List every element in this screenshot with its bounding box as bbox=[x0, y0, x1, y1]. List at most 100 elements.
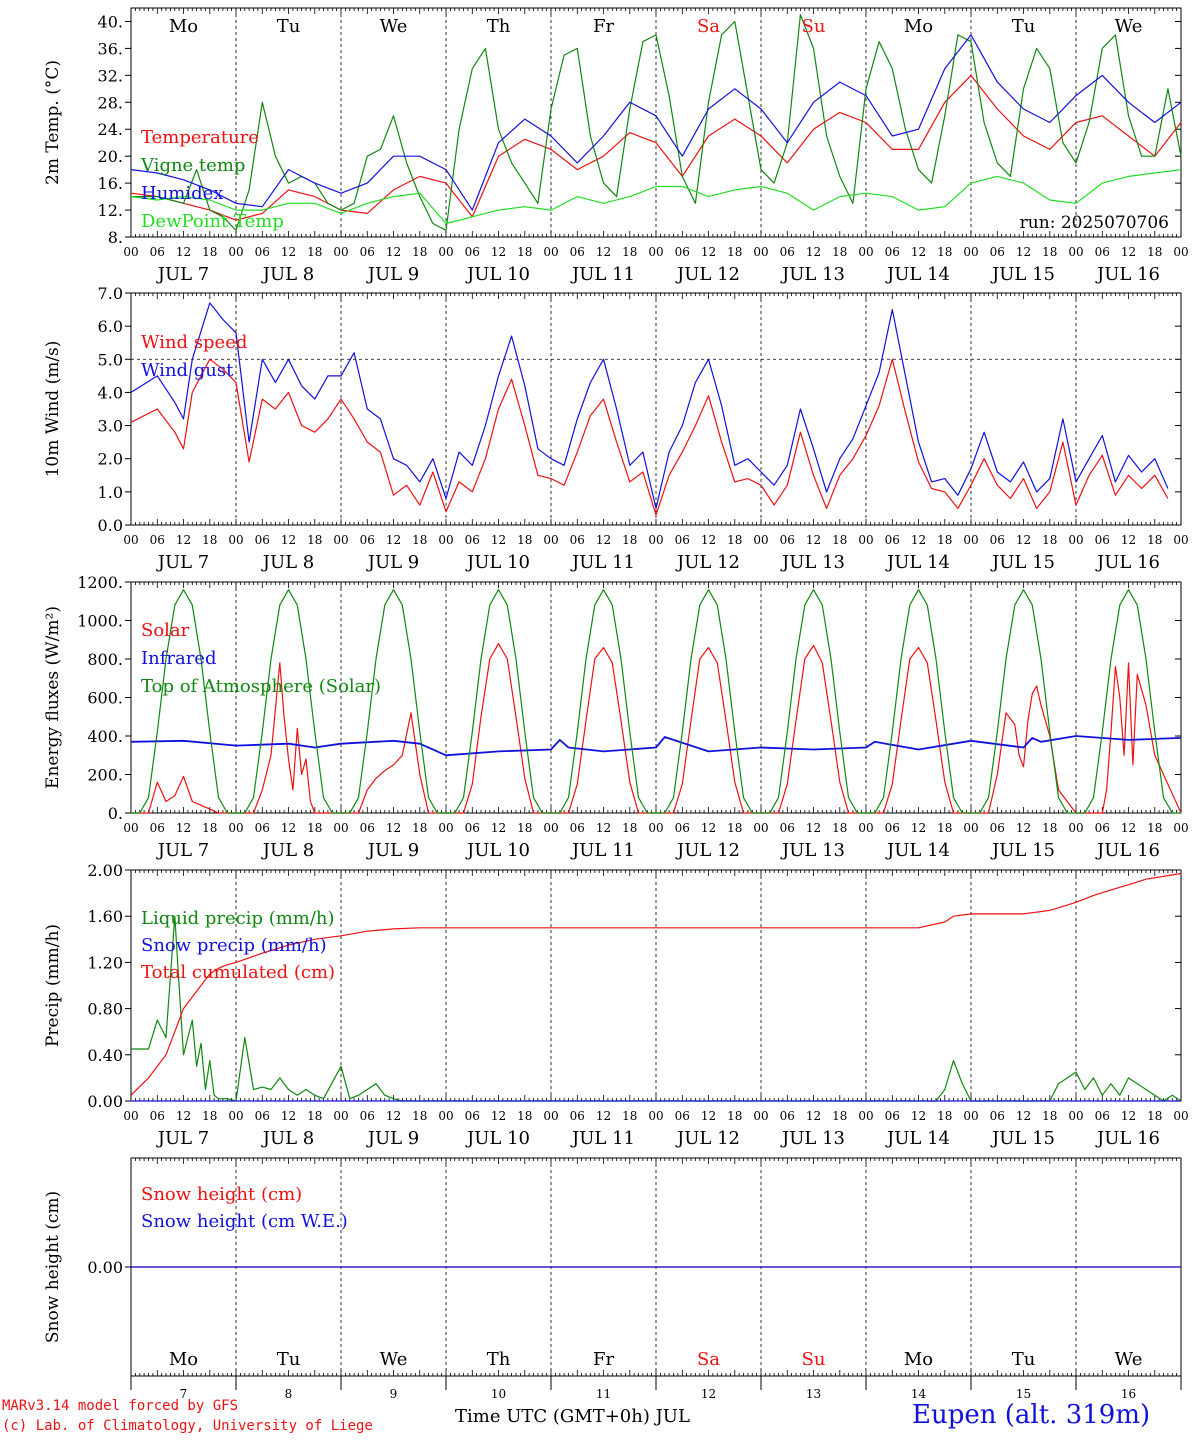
wind-ytick-label: 7.0 bbox=[98, 284, 123, 303]
temp-weekday-label: Su bbox=[802, 16, 826, 37]
precip-hour-label: 06 bbox=[990, 1109, 1005, 1123]
energy-hour-label: 06 bbox=[990, 821, 1005, 835]
energy-hour-label: 00 bbox=[858, 821, 873, 835]
energy-day-label: JUL 13 bbox=[780, 840, 845, 861]
wind-day-label: JUL 11 bbox=[570, 552, 635, 573]
temp-hour-label: 12 bbox=[911, 245, 926, 259]
wind-ytick-label: 4.0 bbox=[98, 383, 123, 402]
energy-hour-label: 00 bbox=[228, 821, 243, 835]
wind-ytick-label: 5.0 bbox=[98, 350, 123, 369]
precip-ytick-label: 1.60 bbox=[87, 907, 123, 926]
series-line-solar bbox=[131, 643, 1182, 814]
precip-hour-label: 12 bbox=[176, 1109, 191, 1123]
wind-day-label: JUL 9 bbox=[366, 552, 420, 573]
day-number-label: 7 bbox=[180, 1387, 188, 1401]
precip-ytick-label: 0.80 bbox=[87, 1000, 123, 1019]
day-number-label: 14 bbox=[911, 1387, 927, 1401]
precip-hour-label: 00 bbox=[543, 1109, 558, 1123]
wind-hour-label: 00 bbox=[858, 533, 873, 547]
precip-hour-label: 00 bbox=[858, 1109, 873, 1123]
temp-weekday-label: We bbox=[380, 16, 408, 37]
snow-weekday-label: Th bbox=[487, 1349, 511, 1370]
temp-hour-label: 12 bbox=[176, 245, 191, 259]
precip-ytick-label: 2.00 bbox=[87, 861, 123, 880]
temp-ytick-label: 32. bbox=[98, 66, 123, 85]
wind-hour-label: 06 bbox=[465, 533, 480, 547]
energy-hour-label: 06 bbox=[1095, 821, 1110, 835]
temp-hour-label: 06 bbox=[465, 245, 480, 259]
precip-hour-label: 18 bbox=[517, 1109, 532, 1123]
temp-ytick-label: 12. bbox=[98, 201, 123, 220]
energy-hour-label: 12 bbox=[911, 821, 926, 835]
wind-hour-label: 12 bbox=[1121, 533, 1136, 547]
precip-day-label: JUL 12 bbox=[675, 1128, 740, 1149]
wind-legend-entry: Wind gust bbox=[141, 360, 234, 381]
precip-hour-label: 00 bbox=[963, 1109, 978, 1123]
precip-day-label: JUL 7 bbox=[156, 1128, 210, 1149]
energy-hour-label: 06 bbox=[465, 821, 480, 835]
temp-hour-label: 12 bbox=[806, 245, 821, 259]
precip-hour-label: 12 bbox=[701, 1109, 716, 1123]
wind-hour-label: 12 bbox=[386, 533, 401, 547]
temp-time-ticks bbox=[130, 8, 1182, 237]
temp-weekday-label: Mo bbox=[169, 16, 198, 37]
temp-day-label: JUL 12 bbox=[675, 264, 740, 285]
temp-hour-label: 06 bbox=[255, 245, 270, 259]
temp-hour-label: 18 bbox=[937, 245, 952, 259]
temp-legend-entry: Vigne temp bbox=[140, 155, 245, 176]
wind-hour-label: 12 bbox=[491, 533, 506, 547]
energy-hour-label: 00 bbox=[1173, 821, 1188, 835]
wind-ytick-label: 2.0 bbox=[98, 450, 123, 469]
wind-hour-label: 00 bbox=[648, 533, 663, 547]
temp-hour-label: 18 bbox=[202, 245, 217, 259]
day-number-label: 8 bbox=[285, 1387, 293, 1401]
temp-weekday-label: Sa bbox=[697, 16, 720, 37]
temp-hour-label: 18 bbox=[517, 245, 532, 259]
wind-hour-label: 18 bbox=[202, 533, 217, 547]
snow-weekday-label: We bbox=[380, 1349, 408, 1370]
temp-hour-label: 00 bbox=[648, 245, 663, 259]
wind-hour-label: 12 bbox=[176, 533, 191, 547]
energy-hour-label: 00 bbox=[438, 821, 453, 835]
precip-hour-label: 18 bbox=[202, 1109, 217, 1123]
wind-hour-label: 12 bbox=[281, 533, 296, 547]
temp-hour-label: 06 bbox=[1095, 245, 1110, 259]
snow-weekday-label: Tu bbox=[1012, 1349, 1036, 1370]
temp-weekday-label: We bbox=[1115, 16, 1143, 37]
wind-hour-label: 18 bbox=[1147, 533, 1162, 547]
wind-hour-label: 06 bbox=[885, 533, 900, 547]
temp-hour-label: 12 bbox=[701, 245, 716, 259]
temp-hour-label: 06 bbox=[570, 245, 585, 259]
energy-hour-label: 12 bbox=[491, 821, 506, 835]
precip-hour-label: 12 bbox=[1121, 1109, 1136, 1123]
wind-hour-label: 06 bbox=[675, 533, 690, 547]
wind-axis-label: 10m Wind (m/s) bbox=[43, 341, 63, 478]
series-line-total-cumulated-cm- bbox=[130, 872, 1182, 1096]
energy-day-label: JUL 10 bbox=[465, 840, 530, 861]
temp-ytick-label: 24. bbox=[98, 120, 123, 139]
temp-hour-label: 18 bbox=[307, 245, 322, 259]
precip-day-label: JUL 8 bbox=[261, 1128, 315, 1149]
precip-hour-label: 00 bbox=[1173, 1109, 1188, 1123]
temp-hour-label: 06 bbox=[675, 245, 690, 259]
wind-hour-label: 00 bbox=[1068, 533, 1083, 547]
precip-legend-entry: Total cumulated (cm) bbox=[141, 962, 335, 983]
energy-legend-entry: Solar bbox=[141, 620, 190, 641]
temp-day-label: JUL 7 bbox=[156, 264, 210, 285]
temp-ytick-label: 16. bbox=[98, 174, 123, 193]
day-number-label: 12 bbox=[701, 1387, 716, 1401]
snow-ytick-label: 0.00 bbox=[87, 1258, 123, 1277]
temp-run-label: run: 2025070706 bbox=[1020, 213, 1169, 233]
temp-ytick-label: 8. bbox=[108, 228, 123, 247]
energy-ytick-label: 400. bbox=[87, 727, 123, 746]
energy-ytick-label: 800. bbox=[87, 650, 123, 669]
precip-hour-label: 18 bbox=[937, 1109, 952, 1123]
energy-day-label: JUL 7 bbox=[156, 840, 210, 861]
precip-hour-label: 00 bbox=[123, 1109, 138, 1123]
panel-wind: 0.0 1.0 2.0 3.0 4.0 5.0 6.0 7.0 10m Wind (m/s) Wi… bbox=[43, 284, 1189, 573]
snow-weekday-label: Fr bbox=[593, 1349, 614, 1370]
precip-day-label: JUL 13 bbox=[780, 1128, 845, 1149]
lab-credit-line: (c) Lab. of Climatology, University of L… bbox=[2, 1418, 373, 1434]
precip-hour-label: 18 bbox=[1147, 1109, 1162, 1123]
